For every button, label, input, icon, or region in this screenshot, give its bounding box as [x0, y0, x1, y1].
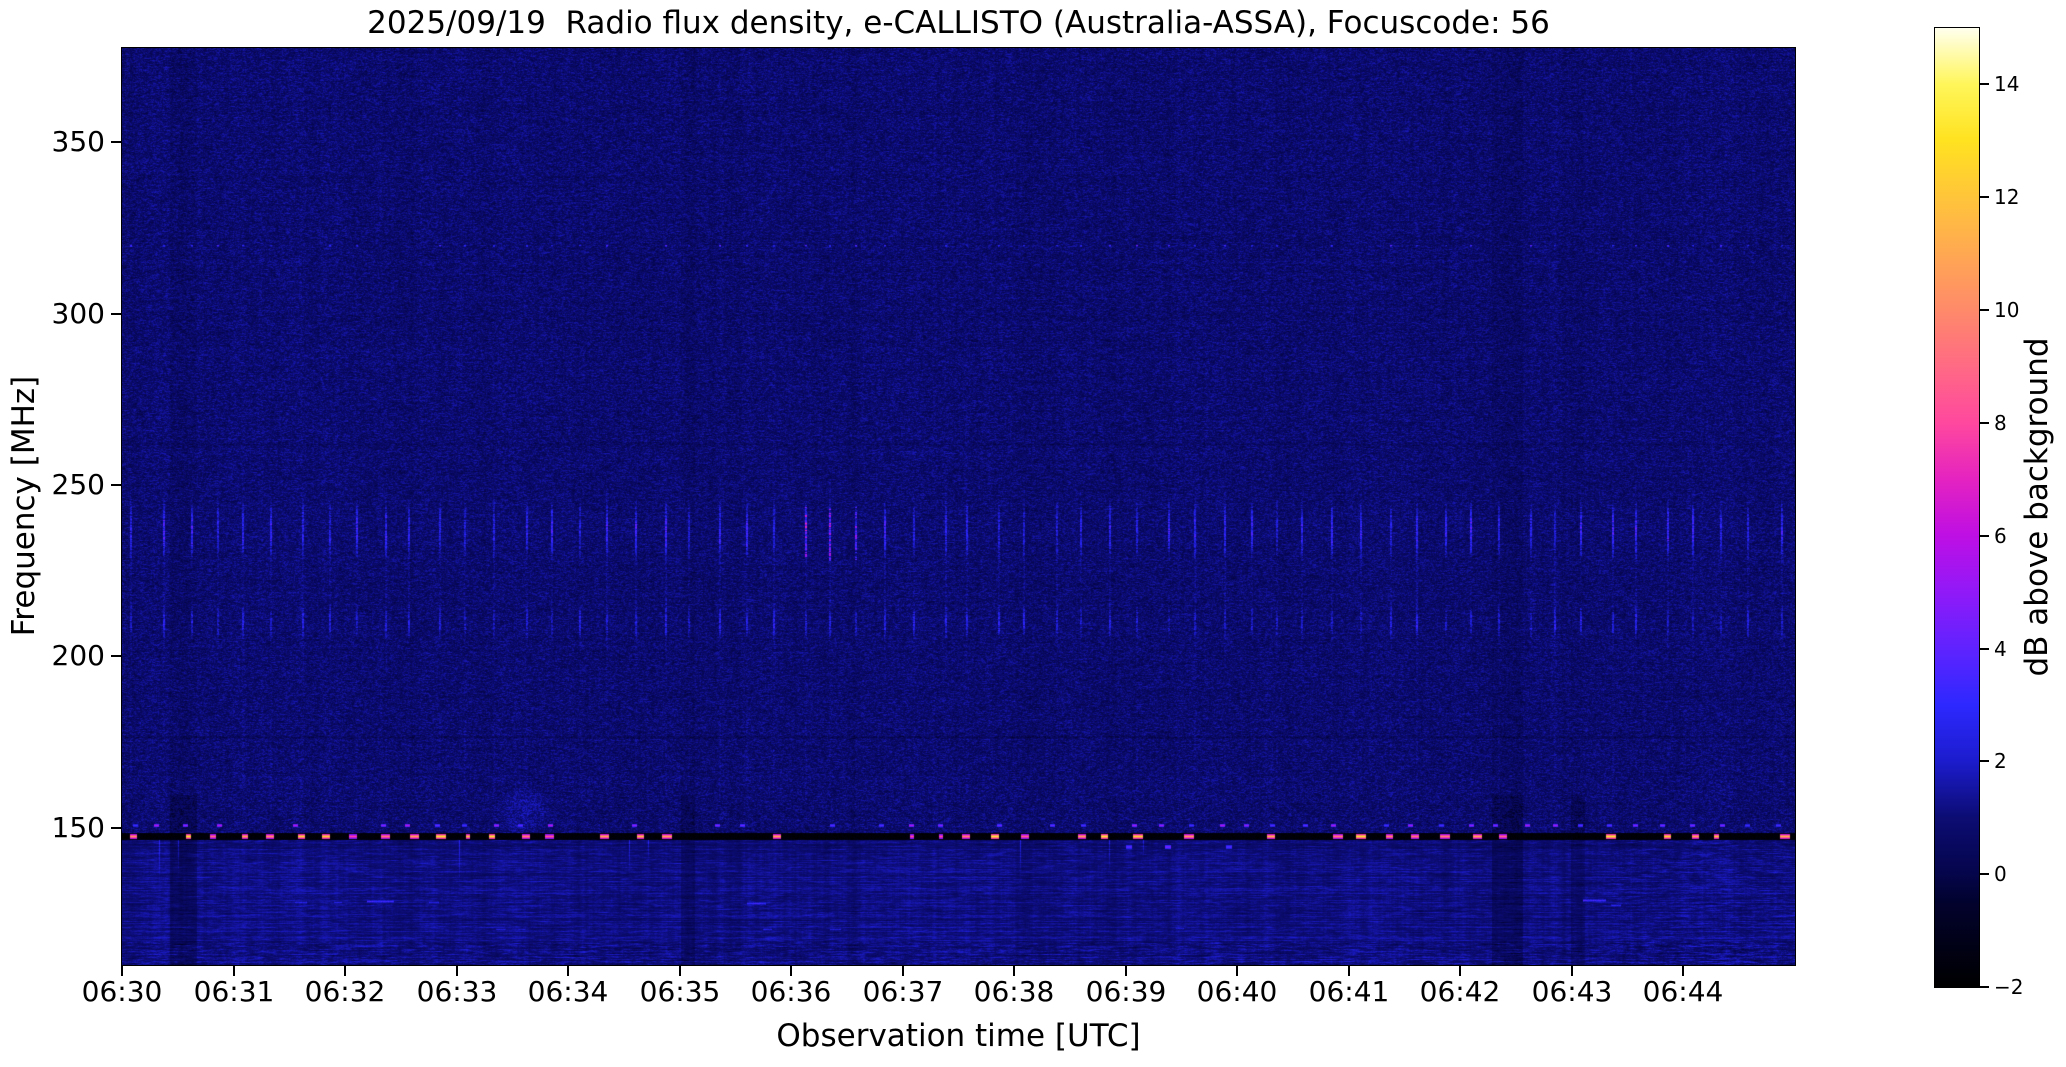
x-tick: [344, 966, 346, 976]
x-tick-label: 06:35: [639, 975, 721, 1008]
x-tick: [1125, 966, 1127, 976]
colorbar-label: dB above background: [2019, 337, 2055, 677]
x-tick: [679, 966, 681, 976]
colorbar-tick-label: 0: [1994, 862, 2007, 886]
colorbar-tick: [1980, 986, 1989, 988]
y-axis-label: Frequency [MHz]: [6, 375, 42, 637]
colorbar-tick: [1980, 309, 1989, 311]
colorbar-tick: [1980, 535, 1989, 537]
y-tick-label: 300: [51, 297, 105, 330]
colorbar-tick-label: 14: [1994, 72, 2020, 96]
x-tick-label: 06:32: [304, 975, 386, 1008]
x-axis-label: Observation time [UTC]: [776, 1018, 1141, 1054]
colorbar-tick: [1980, 196, 1989, 198]
colorbar-tick-label: 2: [1994, 749, 2007, 773]
x-tick-label: 06:43: [1531, 975, 1613, 1008]
y-tick-label: 200: [51, 639, 105, 672]
y-tick: [111, 827, 121, 829]
chart-title: 2025/09/19 Radio flux density, e-CALLIST…: [367, 5, 1550, 41]
x-tick-label: 06:37: [862, 975, 944, 1008]
x-tick: [456, 966, 458, 976]
spectrogram-canvas: [122, 48, 1795, 965]
x-tick-label: 06:39: [1085, 975, 1167, 1008]
x-tick-label: 06:41: [1308, 975, 1390, 1008]
x-tick-label: 06:38: [973, 975, 1055, 1008]
x-tick-label: 06:36: [750, 975, 832, 1008]
colorbar: [1934, 27, 1980, 988]
colorbar-tick: [1980, 422, 1989, 424]
colorbar-tick: [1980, 648, 1989, 650]
colorbar-tick: [1980, 873, 1989, 875]
plot-area: [121, 47, 1796, 966]
x-tick: [1236, 966, 1238, 976]
y-tick: [111, 313, 121, 315]
colorbar-tick-label: 12: [1994, 185, 2020, 209]
colorbar-tick: [1980, 83, 1989, 85]
colorbar-tick-label: 10: [1994, 298, 2020, 322]
colorbar-tick: [1980, 760, 1989, 762]
y-tick: [111, 655, 121, 657]
x-tick: [121, 966, 123, 976]
x-tick: [1013, 966, 1015, 976]
y-tick: [111, 141, 121, 143]
y-tick-label: 350: [51, 125, 105, 158]
x-tick: [902, 966, 904, 976]
x-tick: [1571, 966, 1573, 976]
colorbar-tick-label: 6: [1994, 524, 2007, 548]
colorbar-tick-label: −2: [1994, 975, 2024, 999]
x-tick-label: 06:34: [527, 975, 609, 1008]
x-tick: [567, 966, 569, 976]
colorbar-tick-label: 8: [1994, 411, 2007, 435]
x-tick-label: 06:42: [1419, 975, 1501, 1008]
x-tick: [1459, 966, 1461, 976]
x-tick-label: 06:31: [193, 975, 275, 1008]
x-tick-label: 06:44: [1642, 975, 1724, 1008]
x-tick-label: 06:40: [1196, 975, 1278, 1008]
x-tick-label: 06:33: [416, 975, 498, 1008]
colorbar-tick-label: 4: [1994, 637, 2007, 661]
x-tick-label: 06:30: [81, 975, 163, 1008]
y-tick-label: 150: [51, 811, 105, 844]
x-tick: [1682, 966, 1684, 976]
x-tick: [1348, 966, 1350, 976]
y-tick: [111, 484, 121, 486]
y-tick-label: 250: [51, 468, 105, 501]
x-tick: [233, 966, 235, 976]
x-tick: [790, 966, 792, 976]
